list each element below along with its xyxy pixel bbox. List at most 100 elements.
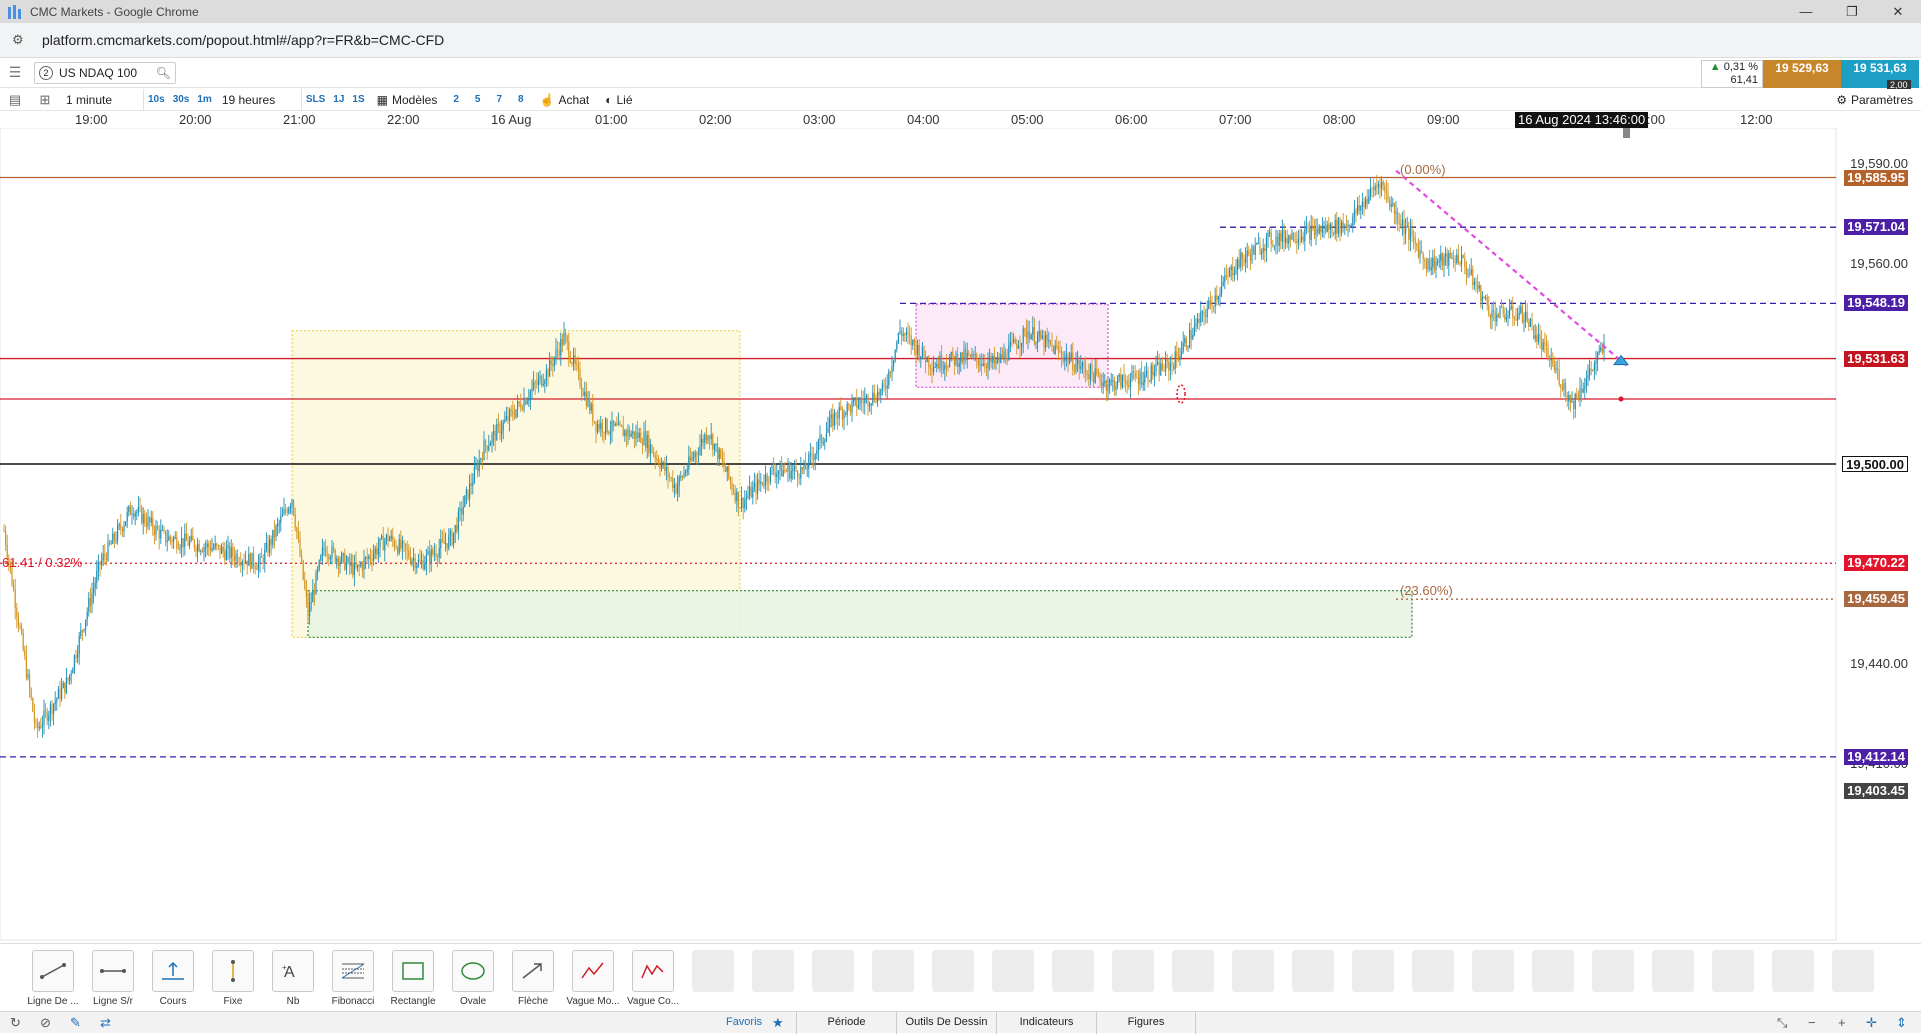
refresh-icon[interactable]: ↻ [10, 1015, 21, 1030]
range-select[interactable]: 19 heures [216, 88, 302, 111]
quick-range-1j[interactable]: 1J [333, 93, 345, 105]
pencil-icon[interactable]: ✎ [70, 1015, 81, 1030]
candle-body [1213, 306, 1215, 308]
tool-cours[interactable]: Cours [146, 950, 200, 1007]
candle-body [475, 465, 477, 468]
candle-body [416, 565, 418, 569]
candle-body [558, 351, 560, 356]
count-5[interactable]: 5 [474, 93, 481, 105]
tab-favoris[interactable]: Favoris [694, 1012, 794, 1034]
quick-range-1s[interactable]: 1S [352, 93, 365, 105]
chart-canvas[interactable] [0, 128, 1921, 943]
restore-button[interactable]: ❐ [1846, 4, 1858, 19]
candle-body [1334, 220, 1336, 235]
tool-ovale[interactable]: Ovale [446, 950, 500, 1007]
quick-range-sls[interactable]: SLS [305, 93, 326, 105]
candle-body [1229, 270, 1231, 277]
interval-select[interactable]: 1 minute [60, 88, 144, 111]
tab-outils-de-dessin[interactable]: Outils De Dessin [896, 1012, 996, 1034]
clear-drawings-icon[interactable]: ⊘ [40, 1015, 51, 1030]
price-chart[interactable]: 19,590.0019,560.0019,440.0019,410.0019,5… [0, 128, 1921, 943]
candle-body [1078, 360, 1080, 369]
cmc-app-icon [8, 4, 22, 19]
candle-body [982, 363, 984, 366]
buy-button[interactable]: 19 531,63 [1841, 60, 1919, 88]
tool-rectangle[interactable]: Rectangle [386, 950, 440, 1007]
candle-body [1539, 334, 1541, 340]
tool-ligne-de-tendance[interactable]: Ligne De ... [26, 950, 80, 1007]
tool-nb[interactable]: A + Nb [266, 950, 320, 1007]
zoom-in-icon[interactable]: + [1838, 1015, 1846, 1030]
tool-vague-mo[interactable]: Vague Mo... [566, 950, 620, 1007]
templates-label: Modèles [391, 92, 438, 107]
candle-body [637, 431, 639, 438]
star-icon[interactable]: ★ [772, 1015, 784, 1030]
candle-body [323, 547, 325, 549]
settings-label: Paramètres [1850, 93, 1913, 107]
buy-toggle[interactable]: ☝ Achat [532, 89, 598, 111]
candle-body [640, 432, 642, 443]
candle-body [54, 701, 56, 705]
candle-body [62, 682, 64, 688]
time-axis: 19:00 20:00 21:00 22:00 16 Aug 01:00 02:… [0, 111, 1836, 128]
browser-titlebar: CMC Markets - Google Chrome — ❐ ✕ [0, 0, 1921, 23]
candle-body [14, 589, 16, 609]
candle-body [891, 365, 893, 373]
quick-interval-10s[interactable]: 10s [148, 93, 165, 105]
cursor-icon[interactable]: ⤡ [1777, 1015, 1788, 1030]
link-toggle[interactable]: ◐ Lié [597, 89, 640, 111]
close-button[interactable]: ✕ [1892, 4, 1904, 19]
empty-tool-slot [1112, 950, 1154, 992]
tool-fleche[interactable]: Flèche [506, 950, 560, 1007]
count-7[interactable]: 7 [496, 93, 503, 105]
search-icon[interactable]: 🔍︎ [155, 65, 171, 80]
chart-list-icon[interactable]: ▤ [8, 91, 22, 107]
url-text[interactable]: platform.cmcmarkets.com/popout.html#/app… [42, 32, 445, 48]
candle-body [649, 444, 651, 454]
scale-icon[interactable]: ⇕ [1896, 1015, 1907, 1030]
candle-body [1437, 261, 1439, 263]
empty-tool-slot [1172, 950, 1214, 992]
candle-body [1349, 224, 1351, 226]
tool-label: Nb [286, 996, 300, 1007]
tool-ligne-sr[interactable]: Ligne S/r [86, 950, 140, 1007]
candle-body [1027, 331, 1029, 338]
candle-body [987, 361, 989, 369]
settings-button[interactable]: ⚙ Paramètres [1836, 89, 1913, 111]
candle-body [477, 465, 479, 472]
tool-vague-co[interactable]: Vague Co... [626, 950, 680, 1007]
candle-body [665, 467, 667, 471]
candle-body [488, 445, 490, 451]
count-8[interactable]: 8 [518, 93, 524, 105]
candle-body [989, 356, 991, 362]
address-bar: ⚙ platform.cmcmarkets.com/popout.html#/a… [0, 23, 1921, 58]
crosshair-icon[interactable]: ✛ [1866, 1015, 1877, 1030]
candle-body [216, 543, 218, 546]
candle-body [1401, 219, 1403, 226]
quick-interval-30s[interactable]: 30s [172, 93, 190, 105]
layout-grid-icon[interactable]: ⊞ [39, 91, 51, 107]
tool-fibonacci[interactable]: Fibonacci [326, 950, 380, 1007]
sell-button[interactable]: 19 529,63 [1763, 60, 1841, 88]
candle-body [803, 462, 805, 470]
tool-fixe[interactable]: Fixe [206, 950, 260, 1007]
tab-periode[interactable]: Période [796, 1012, 896, 1034]
menu-icon[interactable]: ☰ [8, 64, 22, 80]
minimize-button[interactable]: — [1799, 4, 1813, 19]
candle-body [11, 568, 13, 586]
candle-body [680, 476, 682, 478]
zoom-out-icon[interactable]: − [1808, 1015, 1816, 1030]
candle-body [1003, 351, 1005, 359]
candle-body [1107, 387, 1109, 391]
quick-interval-1m[interactable]: 1m [197, 93, 212, 105]
count-2[interactable]: 2 [453, 93, 459, 105]
candle-body [1193, 326, 1195, 335]
magnet-icon[interactable]: ⇄ [100, 1015, 111, 1030]
instrument-selector[interactable]: 2 US NDAQ 100 🔍︎ [34, 61, 176, 84]
tab-indicateurs[interactable]: Indicateurs [996, 1012, 1096, 1034]
site-info-icon[interactable]: ⚙ [12, 32, 24, 47]
templates-button[interactable]: ▦ Modèles [369, 89, 446, 111]
candle-body [913, 339, 915, 346]
candle-body [166, 540, 168, 542]
tab-figures[interactable]: Figures [1096, 1012, 1196, 1034]
